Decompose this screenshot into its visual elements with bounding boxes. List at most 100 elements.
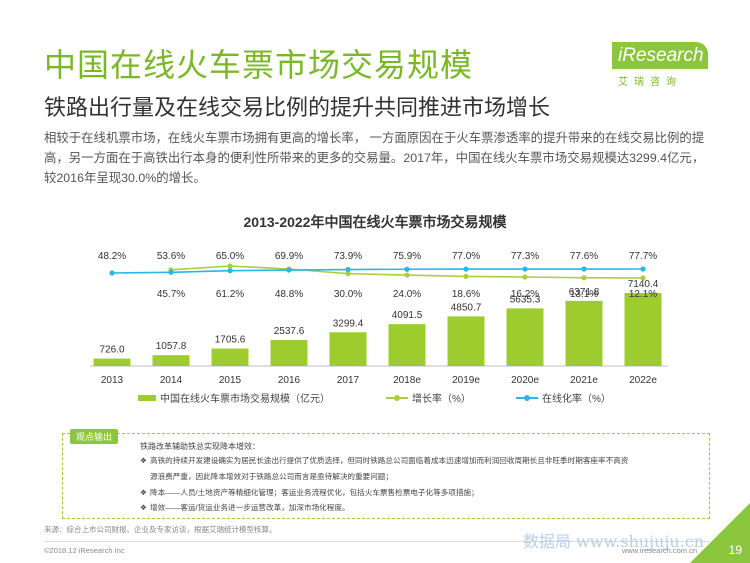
x-tick-label: 2022e [629,375,657,386]
online-rate-label: 75.9% [393,251,421,262]
growth-rate-label: 18.6% [452,289,480,300]
growth-rate-label: 48.8% [275,289,303,300]
growth-rate-point [581,275,587,281]
page-corner-decoration [690,503,750,563]
growth-rate-point [345,271,351,277]
bar-value-label: 7140.4 [628,279,659,290]
bar-value-label: 5635.3 [510,294,541,305]
copyright: ©2018.12 iResearch Inc [44,546,125,555]
x-tick-label: 2017 [337,375,360,386]
intro-paragraph: 相较于在线机票市场，在线火车票市场拥有更高的增长率， 一方面原因在于火车票渗透率… [44,131,705,185]
bar [624,293,662,366]
bar [211,348,249,366]
legend-line-swatch-online [516,394,538,401]
legend-item-growth-rate: 增长率（%） [386,390,471,405]
x-tick-label: 2014 [160,375,183,386]
bar-value-label: 1705.6 [215,335,246,346]
logo-badge: iResearch [612,42,708,69]
growth-rate-label: 45.7% [157,289,185,300]
growth-rate-label: 12.1% [629,289,657,300]
x-tick-label: 2018e [393,375,421,386]
insight-item: ❖ 高铁的持续开发建设确实为居民长途出行提供了优质选择，但同时铁路总公司面临着成本… [140,456,629,465]
online-rate-point [168,269,174,275]
legend-label-growth-rate: 增长率（%） [412,394,471,405]
online-rate-label: 77.3% [511,251,539,262]
legend-item-online-rate: 在线化率（%） [516,390,611,405]
legend-label-online-rate: 在线化率（%） [542,394,611,405]
legend-bar-swatch [138,394,156,401]
growth-rate-point [522,274,528,280]
legend-line-swatch-growth [386,394,408,401]
bar-value-label: 726.0 [99,345,124,356]
growth-rate-label: 61.2% [216,289,244,300]
online-rate-label: 77.6% [570,251,598,262]
bar [329,332,367,366]
online-rate-label: 65.0% [216,251,244,262]
online-rate-point [522,266,528,272]
growth-rate-label: 16.2% [511,289,539,300]
online-rate-point [345,266,351,273]
online-rate-point [404,266,410,272]
chart-legend: 中国在线火车票市场交易规模（亿元） 增长率（%） 在线化率（%） [0,390,750,408]
bar-value-label: 4091.5 [392,310,423,321]
online-rate-line [111,268,644,274]
bar-value-label: 1057.8 [156,341,187,352]
online-rate-label: 73.9% [334,251,362,262]
legend-item-market-size: 中国在线火车票市场交易规模（亿元） [138,390,330,405]
online-rate-label: 77.0% [452,251,480,262]
online-rate-point [640,266,646,272]
online-rate-point [109,270,115,276]
footer-divider [44,541,710,542]
bar [565,300,603,366]
x-tick-label: 2020e [511,375,539,386]
insight-title: 铁路改革辅助铁总实现降本增效： [140,442,260,451]
bar [93,358,131,366]
market-size-chart: 726.0 2013 1057.8 2014 1705.6 2015 2537.6 2016 3… [90,251,668,386]
page-subtitle: 铁路出行量及在线交易比例的提升共同推进市场增长 [44,95,551,120]
growth-rate-point [640,275,646,281]
x-tick-label: 2019e [452,375,480,386]
online-rate-point [581,266,587,272]
x-tick-label: 2013 [101,375,124,386]
bar-value-label: 6371.8 [569,287,600,298]
insight-item: 源浪费严重，因此降本增效对于铁路总公司而言是亟待解决的重要问题； [150,472,393,481]
growth-rate-point [404,272,410,278]
x-tick-label: 2015 [219,375,242,386]
online-rate-label: 48.2% [98,251,126,262]
online-rate-label: 53.6% [157,251,185,262]
legend-label-market-size: 中国在线火车票市场交易规模（亿元） [160,394,330,405]
bar-value-label: 2537.6 [274,326,305,337]
bar [447,316,485,366]
online-rate-label: 77.7% [629,251,657,262]
x-tick-label: 2021e [570,375,598,386]
insight-item: ❖ 降本——人员/土地资产等精细化管理；客运业务流程优化，包括火车票售检票电子化等… [140,488,479,497]
watermark: 数据局 www.shujuju.cn [523,532,705,551]
logo-brand: iResearch [618,45,704,66]
bar-value-label: 3299.4 [333,318,364,329]
chart-title: 2013-2022年中国在线火车票市场交易规模 [243,214,507,230]
website-link[interactable]: www.iresearch.com.cn [622,546,698,555]
growth-rate-label: 30.0% [334,289,362,300]
logo-tagline: 艾瑞咨询 [618,77,682,88]
x-tick-label: 2016 [278,375,301,386]
online-rate-point [286,267,292,273]
iresearch-logo: iResearch 艾瑞咨询 [612,42,708,88]
insight-box [62,433,710,519]
online-rate-point [463,266,469,272]
online-rate-label: 69.9% [275,251,303,262]
growth-rate-point [463,273,469,280]
bar [388,324,426,366]
growth-rate-label: 13.1% [570,289,598,300]
source-note: 来源：综合上市公司财报、企业及专家访谈，根据艾瑞统计模型核算。 [44,525,277,534]
page-title: 中国在线火车票市场交易规模 [44,47,474,83]
growth-rate-point [227,263,233,269]
insight-item: ❖ 增效——客运/货运业务进一步运营改革，加深市场化程度。 [140,503,350,512]
bar [506,308,544,366]
bar-value-label: 4850.7 [451,302,482,313]
insight-tab: 观点输出 [70,429,119,444]
growth-rate-label: 24.0% [393,289,421,300]
bar [152,355,190,366]
online-rate-point [227,268,233,274]
page-number: 19 [728,543,742,557]
bar [270,340,308,366]
